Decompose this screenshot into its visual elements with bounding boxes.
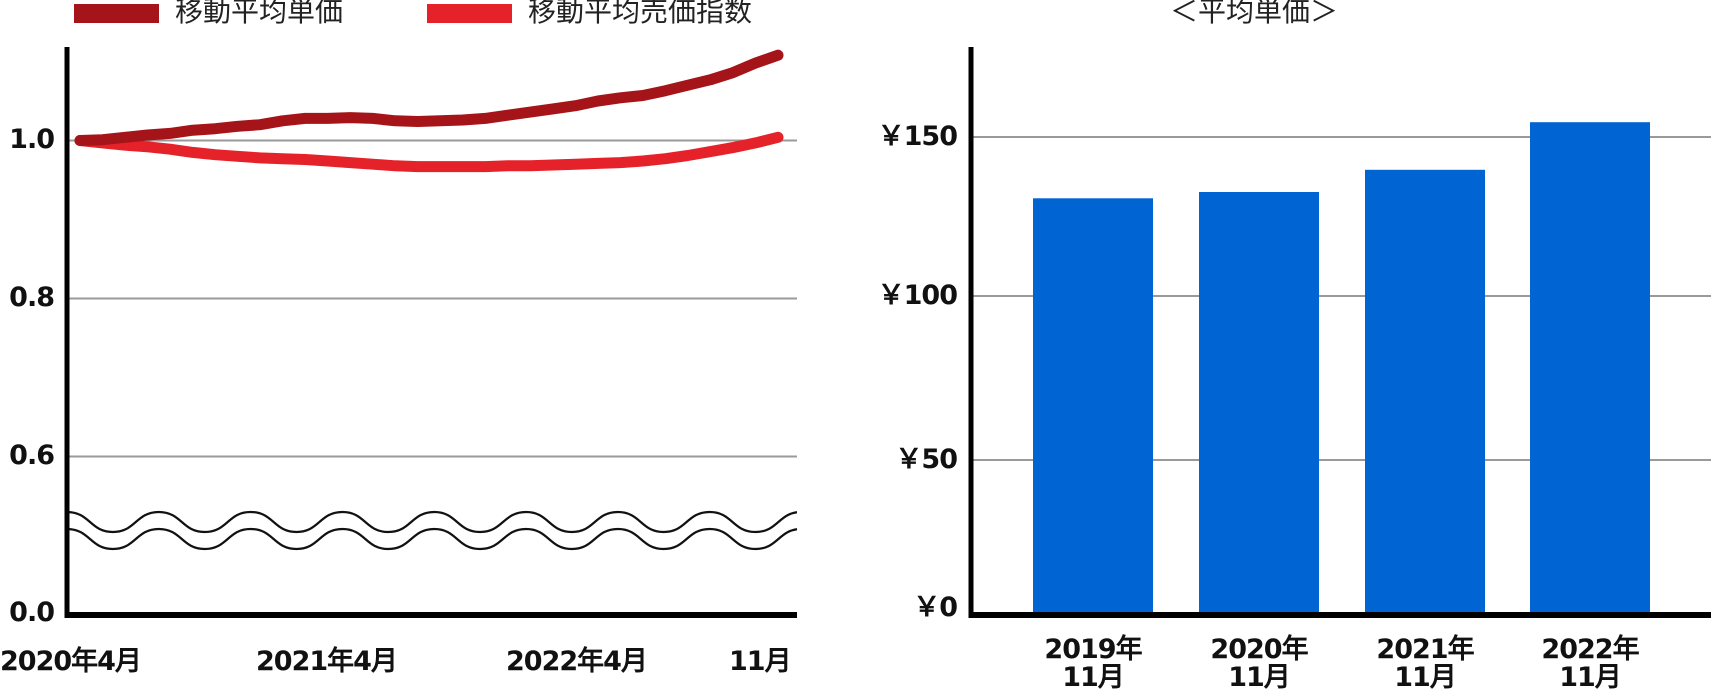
x-tick-line2: 11月 <box>1559 662 1622 693</box>
bar-2021年11月 <box>1365 169 1485 615</box>
x-tick-2022-11: 2022年 11月 <box>1520 636 1660 692</box>
legend-swatch-moving-avg-price-index <box>427 4 512 23</box>
x-tick-2021-11: 2021年 11月 <box>1355 636 1495 692</box>
x-tick-line2: 11月 <box>1062 662 1125 693</box>
y-tick-yen-100: ￥100 <box>877 280 958 311</box>
x-tick-line2: 11月 <box>1394 662 1457 693</box>
x-tick-line1: 2020年 <box>1210 634 1308 665</box>
legend-swatch-moving-avg-unit-price <box>74 4 159 23</box>
y-tick-0-8: 0.8 <box>9 282 55 313</box>
right-chart <box>968 47 1711 618</box>
x-tick-2022-04: 2022年4月 <box>506 646 648 677</box>
y-tick-0-6: 0.6 <box>9 440 55 471</box>
x-tick-2020-04: 2020年4月 <box>0 646 142 677</box>
x-tick-2021-04: 2021年4月 <box>256 646 398 677</box>
y-tick-1-0: 1.0 <box>9 124 55 155</box>
x-tick-11: 11月 <box>729 646 792 677</box>
x-tick-line1: 2022年 <box>1541 634 1639 665</box>
y-tick-0-0: 0.0 <box>9 597 55 628</box>
x-tick-line1: 2019年 <box>1044 634 1142 665</box>
x-tick-2019-11: 2019年 11月 <box>1023 636 1163 692</box>
y-tick-yen-0: ￥0 <box>913 592 958 623</box>
legend-label-moving-avg-price-index: 移動平均売価指数 <box>528 0 753 28</box>
bar-2020年11月 <box>1199 192 1319 614</box>
axis-break-wave <box>67 510 797 551</box>
x-tick-2020-11: 2020年 11月 <box>1189 636 1329 692</box>
x-tick-line1: 2021年 <box>1376 634 1474 665</box>
left-chart <box>64 47 797 618</box>
bar-2022年11月 <box>1530 122 1650 614</box>
x-tick-line2: 11月 <box>1228 662 1291 693</box>
bar-chart-title: ＜平均単価＞ <box>1170 0 1339 28</box>
line-moving-avg-unit-price <box>74 49 784 146</box>
line-moving-avg-price-index <box>74 131 784 173</box>
legend-label-moving-avg-unit-price: 移動平均単価 <box>175 0 344 28</box>
bar-group <box>1033 122 1650 615</box>
bar-2019年11月 <box>1033 198 1153 615</box>
y-tick-yen-50: ￥50 <box>895 444 958 475</box>
y-tick-yen-150: ￥150 <box>877 121 958 152</box>
